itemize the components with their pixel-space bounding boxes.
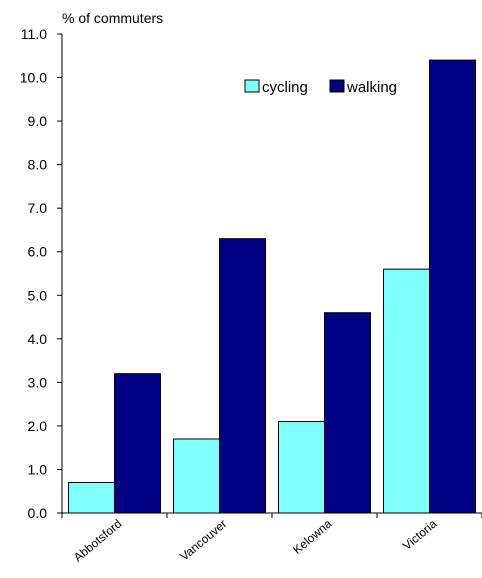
legend-swatch-cycling bbox=[244, 79, 260, 93]
y-tick-label: 10.0 bbox=[20, 70, 47, 86]
y-tick-label: 9.0 bbox=[28, 113, 48, 129]
y-tick-label: 5.0 bbox=[28, 287, 48, 303]
legend-label-cycling: cycling bbox=[262, 79, 308, 96]
bar-cycling-kelowna bbox=[278, 421, 325, 514]
y-tick-label: 7.0 bbox=[28, 200, 48, 216]
y-tick-label: 2.0 bbox=[28, 418, 48, 434]
bar-walking-kelowna bbox=[324, 312, 371, 514]
y-tick-label: 11.0 bbox=[21, 26, 47, 42]
y-axis-label: % of commuters bbox=[62, 10, 163, 26]
bar-cycling-vancouver bbox=[173, 438, 220, 514]
bar-walking-abbotsford bbox=[114, 373, 161, 514]
bar-cycling-abbotsford bbox=[68, 482, 115, 514]
y-tick-label: 0.0 bbox=[28, 505, 48, 521]
x-axis-category-labels: Abbotsford Vancouver Kelowna Victoria bbox=[61, 513, 482, 565]
bar-walking-victoria bbox=[429, 59, 476, 514]
y-tick-label: 3.0 bbox=[28, 374, 48, 390]
x-category-label: Abbotsford bbox=[71, 517, 124, 565]
bar-walking-vancouver bbox=[219, 238, 266, 514]
x-category-label: Vancouver bbox=[177, 517, 229, 564]
legend: cycling walking bbox=[244, 79, 397, 96]
y-tick-label: 1.0 bbox=[28, 461, 48, 477]
x-category-label: Victoria bbox=[400, 516, 440, 553]
x-category-label: Kelowna bbox=[290, 516, 335, 557]
y-axis-ticks: 0.0 1.0 2.0 3.0 4.0 5.0 6.0 7.0 8.0 9.0 10.0 11.0 bbox=[20, 26, 62, 521]
y-tick-label: 6.0 bbox=[28, 244, 48, 260]
legend-label-walking: walking bbox=[346, 79, 397, 96]
bars bbox=[68, 59, 476, 514]
y-tick-label: 4.0 bbox=[28, 331, 48, 347]
legend-swatch-walking bbox=[329, 79, 345, 93]
y-tick-label: 8.0 bbox=[28, 157, 48, 173]
bar-cycling-victoria bbox=[383, 268, 430, 514]
